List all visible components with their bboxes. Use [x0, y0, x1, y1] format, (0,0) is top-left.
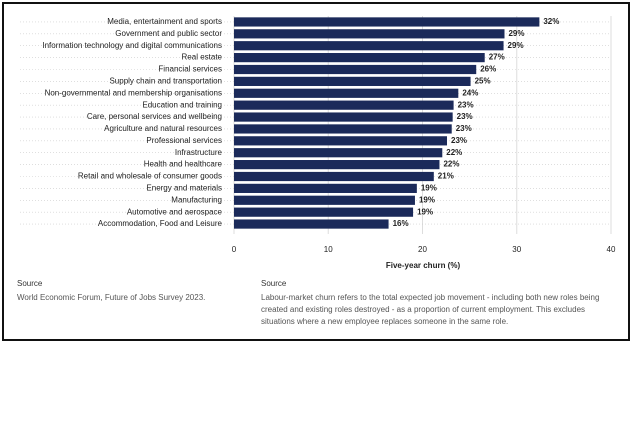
bar: [234, 207, 414, 217]
note-heading: Source: [261, 279, 287, 288]
y-tick-label: Information technology and digital commu…: [42, 41, 222, 50]
value-label: 19%: [417, 207, 433, 216]
bar: [234, 136, 448, 146]
y-tick-label: Professional services: [146, 136, 222, 145]
bar: [234, 160, 440, 170]
value-label: 22%: [443, 160, 459, 169]
y-tick-label: Non-governmental and membership organisa…: [45, 88, 222, 97]
bar: [234, 100, 454, 110]
bar: [234, 53, 485, 63]
value-label: 22%: [446, 148, 462, 157]
x-tick-label: 0: [232, 245, 237, 254]
note-text: Labour-market churn refers to the total …: [261, 293, 600, 326]
bar: [234, 64, 477, 75]
value-label: 29%: [508, 41, 524, 50]
y-tick-label: Education and training: [142, 100, 222, 109]
y-tick-label: Manufacturing: [171, 195, 222, 204]
y-tick-label: Real estate: [182, 53, 223, 62]
frame: [2, 2, 630, 341]
value-label: 19%: [419, 195, 435, 204]
x-tick-label: 40: [607, 245, 616, 254]
bar: [234, 171, 434, 182]
bar: [234, 195, 415, 205]
x-tick-label: 20: [418, 245, 427, 254]
y-tick-label: Supply chain and transportation: [109, 76, 222, 85]
value-label: 23%: [451, 136, 467, 145]
x-tick-label: 30: [512, 245, 521, 254]
y-tick-label: Infrastructure: [175, 148, 223, 157]
value-label: 32%: [543, 17, 559, 26]
y-tick-label: Automotive and aerospace: [127, 207, 223, 216]
bar: [234, 88, 459, 98]
bar: [234, 219, 389, 229]
y-tick-label: Retail and wholesale of consumer goods: [78, 172, 222, 181]
y-tick-label: Care, personal services and wellbeing: [87, 112, 222, 121]
y-tick-label: Accommodation, Food and Leisure: [98, 219, 223, 228]
value-label: 27%: [489, 53, 505, 62]
value-label: 16%: [393, 219, 409, 228]
value-label: 29%: [508, 29, 524, 38]
source-heading: Source: [17, 279, 43, 288]
value-label: 26%: [480, 65, 496, 74]
x-axis-title: Five-year churn (%): [386, 261, 461, 270]
value-label: 23%: [456, 124, 472, 133]
y-tick-label: Health and healthcare: [144, 160, 223, 169]
y-tick-label: Agriculture and natural resources: [104, 124, 222, 133]
y-tick-label: Energy and materials: [146, 183, 222, 192]
bar: [234, 41, 504, 51]
source-text: World Economic Forum, Future of Jobs Sur…: [17, 293, 206, 302]
bar: [234, 183, 417, 193]
value-label: 23%: [457, 112, 473, 121]
value-label: 19%: [421, 183, 437, 192]
x-tick-label: 10: [324, 245, 333, 254]
y-tick-label: Media, entertainment and sports: [107, 17, 222, 26]
bar: [234, 112, 453, 122]
value-label: 23%: [458, 100, 474, 109]
y-tick-label: Government and public sector: [115, 29, 222, 38]
bar: [234, 148, 443, 158]
bar: [234, 124, 452, 134]
bar: [234, 17, 540, 27]
value-label: 21%: [438, 172, 454, 181]
value-label: 25%: [475, 76, 491, 85]
bar: [234, 29, 505, 39]
value-label: 24%: [462, 88, 478, 97]
y-tick-label: Financial services: [158, 65, 222, 74]
bar: [234, 76, 471, 86]
